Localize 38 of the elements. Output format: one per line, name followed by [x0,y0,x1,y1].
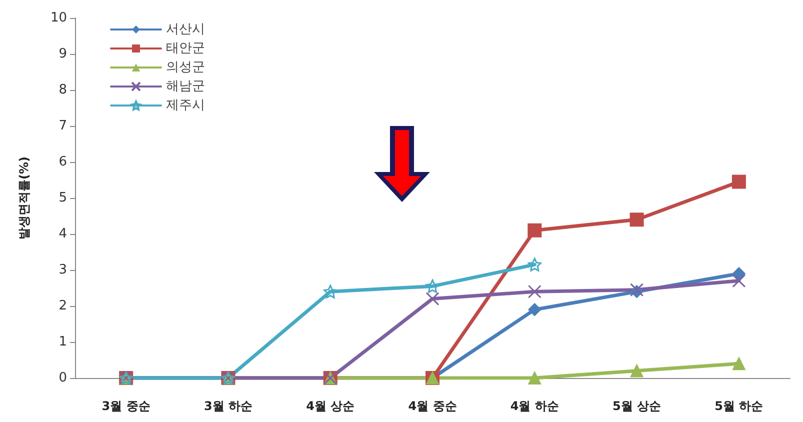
point [732,174,746,189]
legend-label: 제주시 [166,98,205,113]
point [528,223,542,238]
x-tick-label: 3월 하순 [204,399,252,413]
x-tick-label: 4월 상순 [306,399,355,413]
x-tick-label: 4월 하순 [510,399,559,413]
point [528,284,542,298]
y-tick-label: 8 [58,82,67,98]
legend-label: 해남군 [166,79,205,94]
point [630,364,644,378]
legend-label: 태안군 [166,41,205,56]
x-tick-label: 5월 하순 [714,399,764,413]
y-tick-label: 1 [58,334,67,350]
y-tick-label: 6 [58,154,67,170]
y-tick-label: 7 [58,118,67,134]
point [528,372,542,384]
y-axis-title: 발생면적률(%) [17,156,31,240]
legend-label: 서산시 [166,22,205,37]
y-tick-label: 4 [58,226,67,242]
point [732,274,746,288]
y-tick-label: 5 [58,190,67,206]
y-tick-label: 10 [50,10,67,26]
point [732,357,746,370]
point [426,279,440,293]
y-tick-label: 2 [58,298,67,314]
legend-label: 의성군 [166,60,205,75]
point [324,284,338,298]
point [426,292,440,306]
y-tick-label: 0 [58,370,67,386]
x-tick-label: 3월 중순 [102,399,150,413]
point [630,212,644,227]
point [732,267,746,280]
point [528,303,542,316]
x-tick-label: 5월 상순 [612,399,662,413]
point [528,258,542,272]
y-tick-label: 9 [58,46,67,62]
y-tick-label: 3 [58,262,67,278]
x-tick-label: 4월 중순 [408,399,457,413]
